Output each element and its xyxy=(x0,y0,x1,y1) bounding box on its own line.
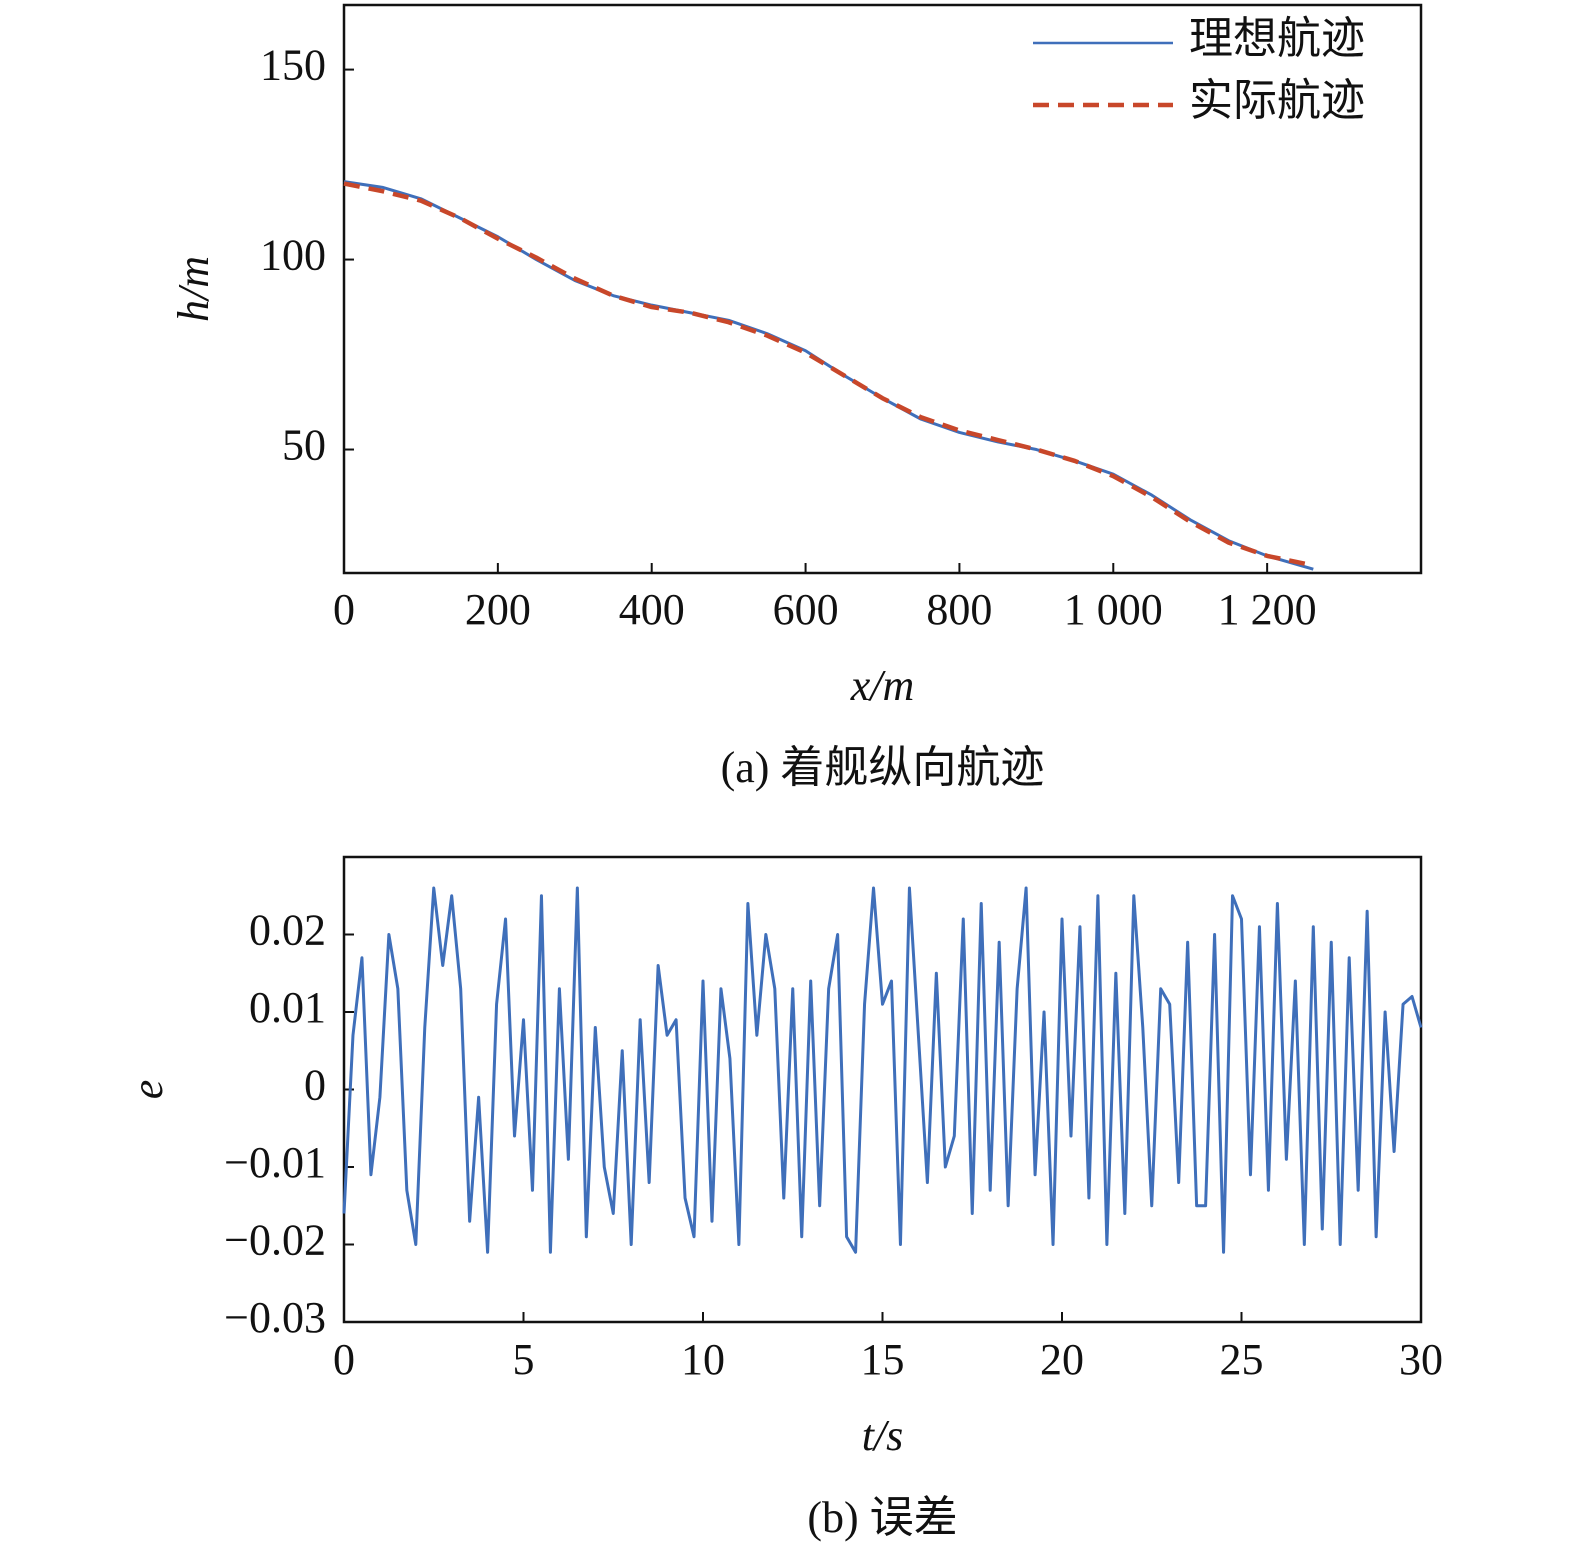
y-tick-label: 150 xyxy=(260,41,326,90)
x-tick-label: 20 xyxy=(1040,1335,1084,1384)
x-tick-label: 400 xyxy=(619,585,685,634)
legend-label: 实际航迹 xyxy=(1189,76,1365,125)
x-tick-label: 15 xyxy=(861,1335,905,1384)
series-line xyxy=(343,181,1314,568)
series-line xyxy=(342,886,1423,1254)
x-tick-label: 800 xyxy=(926,585,992,634)
y-tick-label: −0.02 xyxy=(224,1216,326,1265)
x-tick-label: 30 xyxy=(1399,1335,1443,1384)
x-tick-label: 5 xyxy=(513,1335,535,1384)
y-axis-label: e xyxy=(123,1080,172,1100)
x-tick-label: 25 xyxy=(1220,1335,1264,1384)
y-tick-label: 0 xyxy=(304,1061,326,1110)
caption: (a) 着舰纵向航迹 xyxy=(721,743,1045,792)
series-line xyxy=(343,180,1314,571)
y-tick-label: 0.01 xyxy=(249,983,326,1032)
y-axis-label: h/m xyxy=(169,256,218,322)
y-tick-label: 0.02 xyxy=(249,906,326,955)
x-axis-label: x/m xyxy=(850,661,915,710)
plot-frame xyxy=(342,3,1423,575)
x-tick-label: 10 xyxy=(681,1335,725,1384)
x-tick-label: 200 xyxy=(465,585,531,634)
y-tick-label: 50 xyxy=(282,421,326,470)
x-tick-label: 0 xyxy=(333,585,355,634)
x-tick-label: 0 xyxy=(333,1335,355,1384)
x-tick-label: 600 xyxy=(773,585,839,634)
x-axis-label: t/s xyxy=(862,1411,904,1460)
legend-label: 理想航迹 xyxy=(1189,14,1365,63)
caption: (b) 误差 xyxy=(807,1493,957,1542)
x-tick-label: 1 200 xyxy=(1218,585,1317,634)
x-tick-label: 1 000 xyxy=(1064,585,1163,634)
y-tick-label: 100 xyxy=(260,231,326,280)
y-tick-label: −0.03 xyxy=(224,1293,326,1342)
y-tick-label: −0.01 xyxy=(224,1138,326,1187)
